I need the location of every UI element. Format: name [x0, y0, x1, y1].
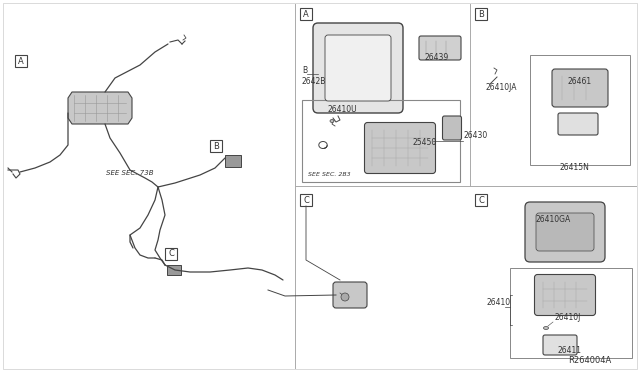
Text: C: C: [168, 250, 174, 259]
Bar: [300, 8, 312, 20]
Text: A: A: [303, 10, 309, 19]
Text: 26410U: 26410U: [328, 105, 358, 114]
Bar: [210, 140, 222, 152]
Text: 2642B: 2642B: [302, 77, 326, 86]
Text: A: A: [18, 57, 24, 65]
Polygon shape: [68, 92, 132, 124]
Ellipse shape: [543, 327, 548, 330]
Bar: [300, 194, 312, 206]
Text: B: B: [478, 10, 484, 19]
Text: SEE SEC. 2B3: SEE SEC. 2B3: [308, 172, 351, 177]
Ellipse shape: [330, 119, 334, 122]
FancyBboxPatch shape: [525, 202, 605, 262]
Bar: [510, 268, 632, 358]
Text: C: C: [303, 196, 309, 205]
Bar: [475, 194, 487, 206]
FancyBboxPatch shape: [333, 282, 367, 308]
Text: 26430: 26430: [464, 131, 488, 140]
Text: 26410JA: 26410JA: [486, 83, 518, 92]
Text: 26410J: 26410J: [555, 313, 581, 322]
FancyBboxPatch shape: [543, 335, 577, 355]
Bar: [15, 55, 27, 67]
Text: C: C: [478, 196, 484, 205]
Text: 26411: 26411: [558, 346, 582, 355]
Bar: [302, 100, 460, 182]
FancyBboxPatch shape: [419, 36, 461, 60]
FancyBboxPatch shape: [365, 122, 435, 173]
Text: B: B: [302, 66, 307, 75]
Text: R264004A: R264004A: [568, 356, 612, 365]
Text: SEE SEC. 73B: SEE SEC. 73B: [106, 170, 154, 176]
Text: 26410: 26410: [487, 298, 511, 307]
FancyBboxPatch shape: [325, 35, 391, 101]
Bar: [167, 265, 181, 275]
FancyBboxPatch shape: [313, 23, 403, 113]
FancyBboxPatch shape: [442, 116, 461, 140]
Text: 25450: 25450: [413, 138, 437, 147]
Text: 26461: 26461: [568, 77, 592, 86]
FancyBboxPatch shape: [534, 275, 595, 315]
Text: B: B: [213, 141, 219, 151]
Ellipse shape: [341, 293, 349, 301]
Bar: [165, 248, 177, 260]
FancyBboxPatch shape: [558, 113, 598, 135]
Text: 26439: 26439: [425, 53, 449, 62]
Bar: [530, 55, 630, 165]
Bar: [225, 155, 241, 167]
Text: 26415N: 26415N: [560, 163, 590, 172]
FancyBboxPatch shape: [536, 213, 594, 251]
FancyBboxPatch shape: [552, 69, 608, 107]
Text: 26410GA: 26410GA: [536, 215, 572, 224]
Bar: [475, 8, 487, 20]
